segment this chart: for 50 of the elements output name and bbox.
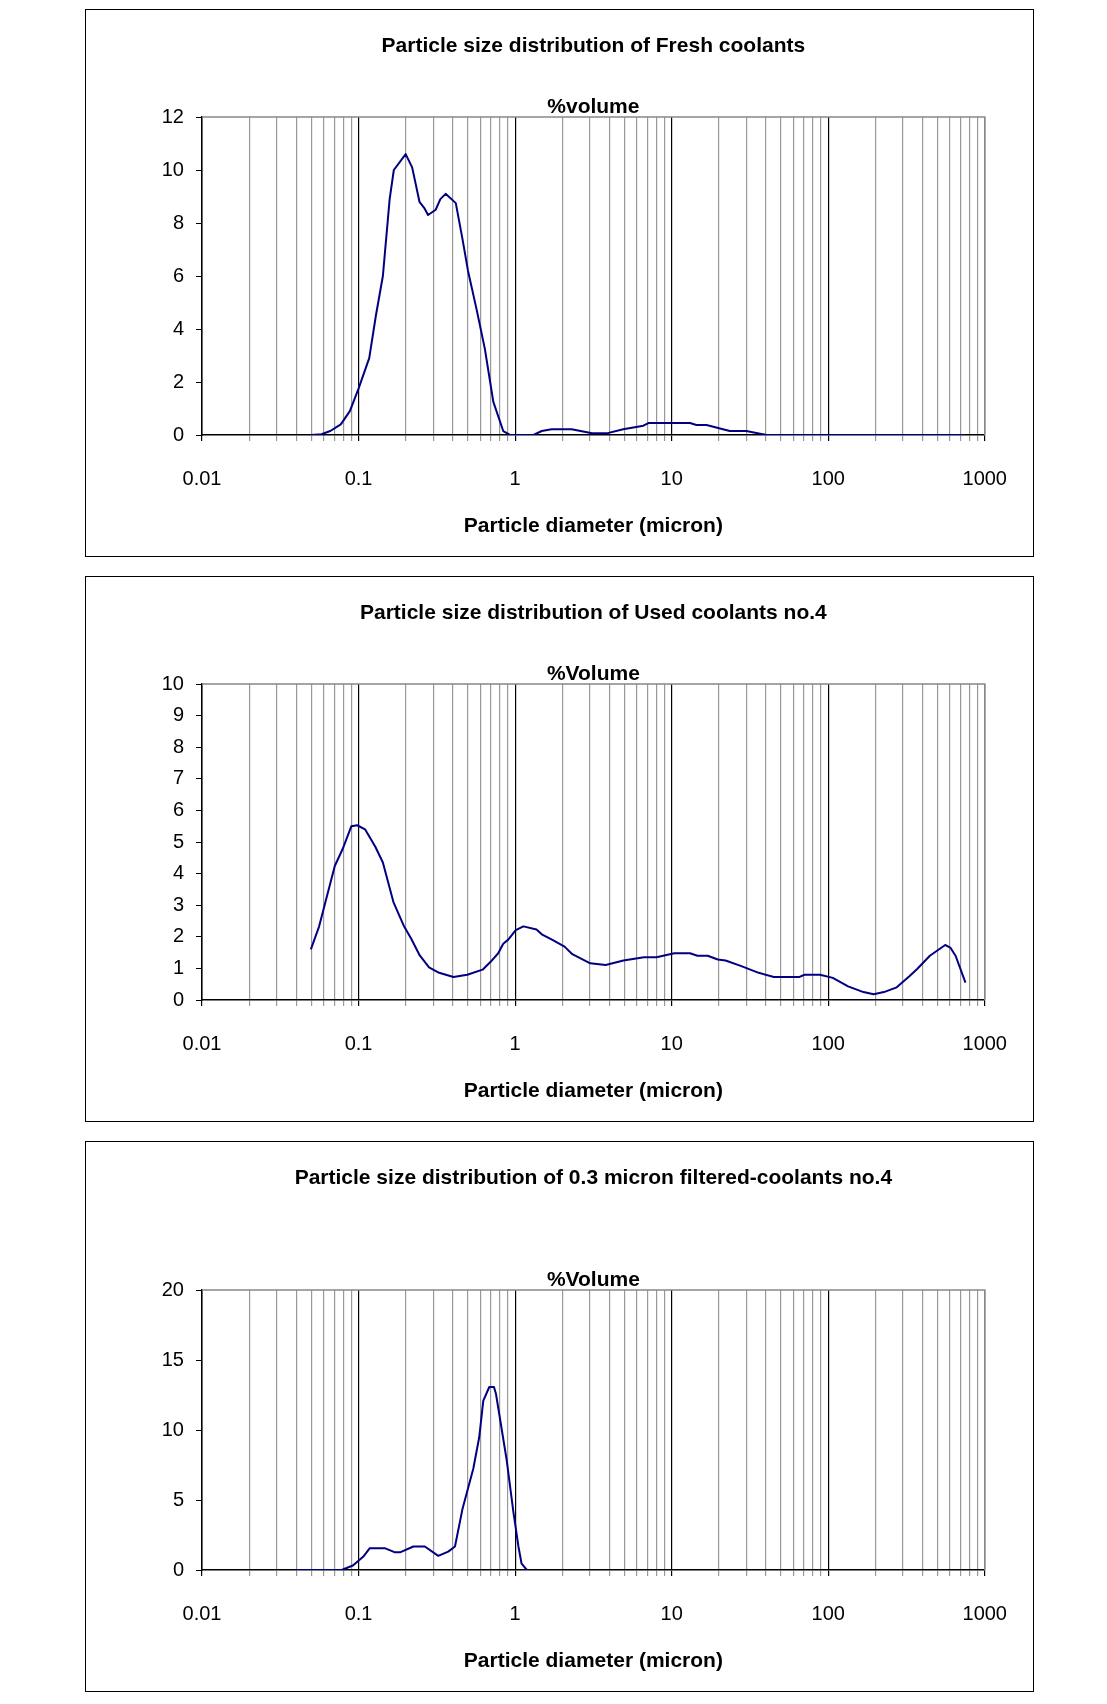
y-tick-label: 0 (172, 1557, 184, 1580)
x-tick-label: 0.1 (344, 1031, 373, 1054)
x-tick-label: 1000 (962, 466, 1007, 489)
x-tick-label: 0.1 (344, 1601, 373, 1624)
x-axis-title: Particle diameter (micron) (463, 512, 723, 536)
x-tick-label: 0.01 (182, 1031, 222, 1054)
y-tick-label: 20 (161, 1277, 184, 1300)
y-tick-label: 7 (172, 766, 184, 789)
y-tick-label: 10 (161, 1417, 184, 1440)
y-tick-label: 3 (172, 892, 184, 915)
y-axis-title: %Volume (546, 1266, 640, 1290)
x-tick-label: 1000 (962, 1031, 1007, 1054)
y-tick-label: 6 (172, 797, 184, 820)
y-tick-label: 9 (172, 703, 184, 726)
x-tick-label: 0.01 (182, 466, 222, 489)
y-tick-label: 8 (172, 210, 184, 233)
y-tick-label: 0 (172, 422, 184, 445)
y-tick-label: 4 (172, 861, 184, 884)
y-axis-title: %Volume (546, 660, 640, 684)
x-tick-label: 100 (811, 466, 845, 489)
y-tick-label: 2 (172, 369, 184, 392)
y-tick-label: 2 (172, 924, 184, 947)
y-tick-label: 10 (161, 157, 184, 180)
y-tick-label: 1 (172, 955, 184, 978)
x-tick-label: 10 (660, 1601, 683, 1624)
x-tick-label: 100 (811, 1601, 845, 1624)
x-tick-label: 100 (811, 1031, 845, 1054)
chart-title: Particle size distribution of 0.3 micron filtered-coolants no.4 (294, 1164, 893, 1188)
x-tick-label: 1 (509, 466, 521, 489)
y-axis-title: %volume (547, 93, 640, 117)
chart-title: Particle size distribution of Fresh coolants (381, 32, 806, 56)
x-axis-title: Particle diameter (micron) (463, 1647, 723, 1671)
y-tick-label: 10 (161, 671, 184, 694)
x-tick-label: 10 (660, 466, 683, 489)
x-tick-label: 1 (509, 1601, 521, 1624)
y-tick-label: 8 (172, 734, 184, 757)
y-tick-label: 5 (172, 829, 184, 852)
x-tick-label: 10 (660, 1031, 683, 1054)
chart-title: Particle size distribution of Used coolants no.4 (360, 599, 828, 623)
x-tick-label: 0.1 (344, 466, 373, 489)
x-axis-title: Particle diameter (micron) (463, 1077, 723, 1101)
y-tick-label: 6 (172, 263, 184, 286)
x-tick-label: 0.01 (182, 1601, 222, 1624)
x-tick-label: 1000 (962, 1601, 1007, 1624)
y-tick-label: 12 (161, 104, 184, 127)
y-tick-label: 4 (172, 316, 184, 339)
y-tick-label: 15 (161, 1347, 184, 1370)
y-tick-label: 5 (172, 1487, 184, 1510)
x-tick-label: 1 (509, 1031, 521, 1054)
y-tick-label: 0 (172, 987, 184, 1010)
